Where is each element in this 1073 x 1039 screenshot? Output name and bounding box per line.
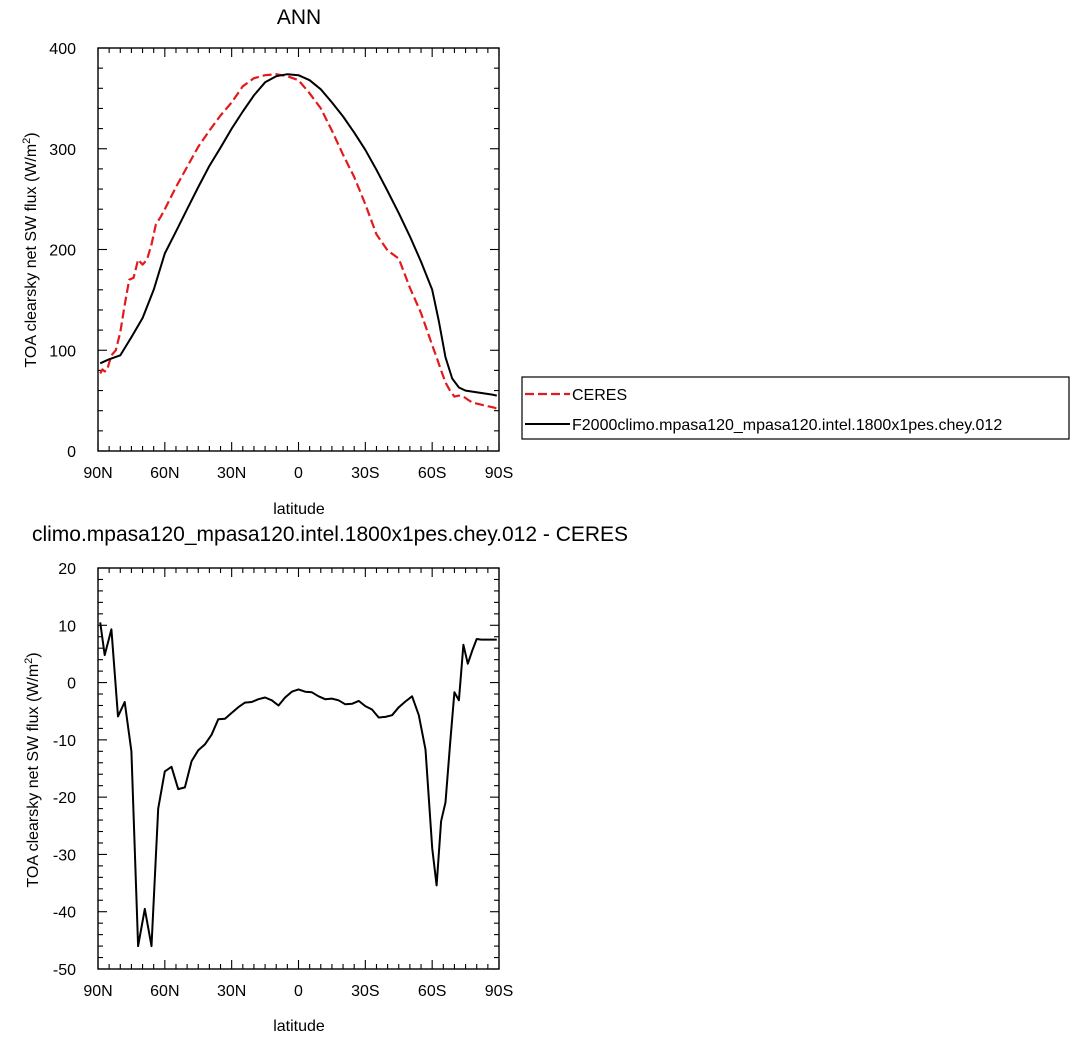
bottom-chart-title: climo.mpasa120_mpasa120.intel.1800x1pes.… <box>32 523 628 546</box>
legend-box <box>521 376 1070 440</box>
top-x-tick-label: 60S <box>418 465 446 482</box>
bottom-x-tick-label: 30S <box>351 983 379 1000</box>
bottom-y-tick-label: -10 <box>53 733 76 750</box>
top-x-tick-label: 90S <box>485 465 513 482</box>
bottom-y-axis-label-end: ) <box>25 652 42 657</box>
legend: CERES F2000climo.mpasa120_mpasa120.intel… <box>521 376 1070 440</box>
bottom-y-axis-label-main: TOA clearsky net SW flux (W/m <box>25 664 42 888</box>
top-chart-title: ANN <box>277 6 321 29</box>
bottom-x-tick-label: 90N <box>83 983 112 1000</box>
bottom-y-tick-label: 10 <box>58 618 76 635</box>
top-x-tick-label: 30S <box>351 465 379 482</box>
bottom-plot-area: 90N 60N 30N 0 30S 60S 90S -50 -40 -30 -20 -10 0 10 20 <box>53 561 513 1000</box>
top-panel: ANN 90N 60N 30N 0 30S 60S 90S 0 100 200 300 400 lat… <box>21 6 513 518</box>
bottom-panel: climo.mpasa120_mpasa120.intel.1800x1pes.… <box>23 523 628 1035</box>
bottom-y-tick-label: -50 <box>53 962 76 979</box>
bottom-x-tick-label: 60N <box>150 983 179 1000</box>
bottom-x-axis-label: latitude <box>273 1018 325 1035</box>
top-x-tick-label: 30N <box>217 465 246 482</box>
top-y-axis-label-end: ) <box>23 132 40 137</box>
top-series-line-0 <box>99 73 498 410</box>
bottom-x-tick-label: 90S <box>485 983 513 1000</box>
bottom-y-tick-label: -20 <box>53 790 76 807</box>
top-y-axis-label-main: TOA clearsky net SW flux (W/m <box>23 144 40 368</box>
top-x-tick-label: 0 <box>294 465 303 482</box>
top-y-tick-label: 0 <box>67 444 76 461</box>
bottom-y-axis-label: TOA clearsky net SW flux (W/m2) <box>23 652 42 887</box>
bottom-x-tick-label: 0 <box>294 983 303 1000</box>
top-series-line-1 <box>99 73 498 397</box>
legend-model-label: F2000climo.mpasa120_mpasa120.intel.1800x… <box>572 417 1002 434</box>
bottom-y-tick-label: -40 <box>53 905 76 922</box>
top-y-tick-label: 300 <box>49 142 76 159</box>
top-plot-area: 90N 60N 30N 0 30S 60S 90S 0 100 200 300 400 <box>49 41 513 482</box>
top-x-tick-label: 90N <box>83 465 112 482</box>
top-plot-frame <box>97 47 500 452</box>
bottom-plot-frame <box>97 567 500 970</box>
top-x-tick-label: 60N <box>150 465 179 482</box>
bottom-x-tick-label: 60S <box>418 983 446 1000</box>
bottom-x-tick-label: 30N <box>217 983 246 1000</box>
bottom-y-tick-label: 20 <box>58 561 76 578</box>
legend-ceres-label: CERES <box>572 387 627 404</box>
top-x-axis-label: latitude <box>273 501 325 518</box>
bottom-series-line-0 <box>99 622 497 948</box>
bottom-y-tick-label: 0 <box>67 676 76 693</box>
top-y-tick-label: 100 <box>49 343 76 360</box>
top-y-axis-label-sup: 2 <box>21 138 33 144</box>
top-y-tick-label: 400 <box>49 41 76 58</box>
top-y-axis-label: TOA clearsky net SW flux (W/m2) <box>21 132 40 367</box>
bottom-y-axis-label-sup: 2 <box>23 658 35 664</box>
top-y-tick-label: 200 <box>49 243 76 260</box>
bottom-y-tick-label: -30 <box>53 847 76 864</box>
